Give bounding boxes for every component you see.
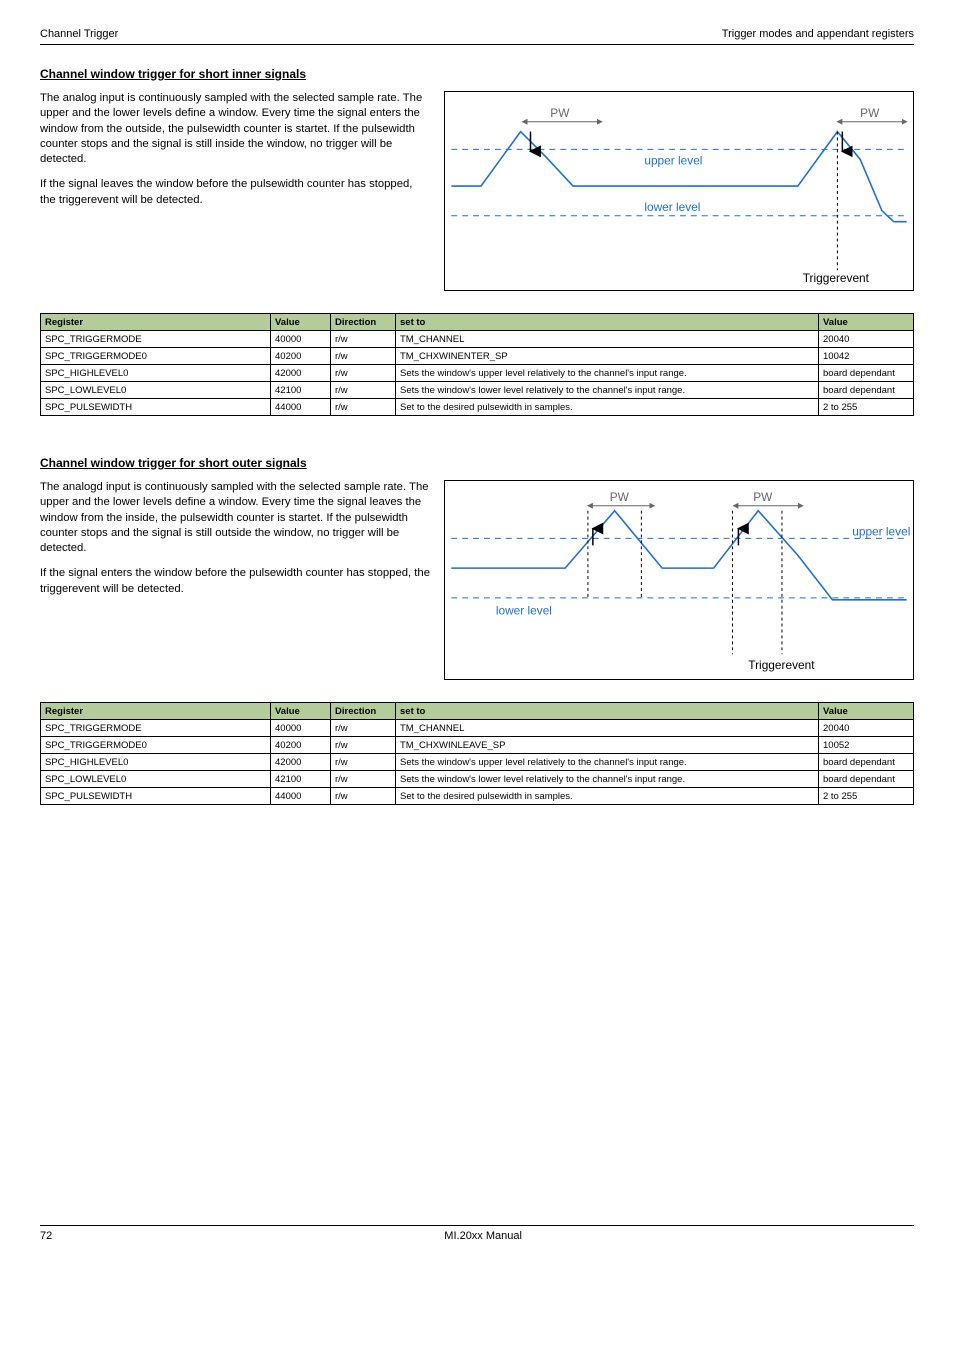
- pw-label-4: PW: [753, 490, 773, 504]
- page-number: 72: [40, 1230, 52, 1242]
- diagram2-svg: upper level lower level PW PW Triggereve…: [445, 481, 913, 679]
- th: Direction: [331, 314, 396, 331]
- lower-level-label2: lower level: [496, 604, 552, 618]
- section1-body: The analog input is continuously sampled…: [40, 91, 914, 291]
- table-row: SPC_LOWLEVEL042100r/wSets the window's l…: [41, 771, 914, 788]
- header-left: Channel Trigger: [40, 28, 118, 40]
- section2-para1: The analogd input is continuously sample…: [40, 480, 430, 556]
- th: Value: [819, 314, 914, 331]
- table-row: SPC_TRIGGERMODE040200r/wTM_CHXWINENTER_S…: [41, 348, 914, 365]
- th: set to: [396, 703, 819, 720]
- th: Value: [271, 314, 331, 331]
- section1-para1: The analog input is continuously sampled…: [40, 91, 430, 167]
- table1-header-row: Register Value Direction set to Value: [41, 314, 914, 331]
- th: Register: [41, 703, 271, 720]
- th: set to: [396, 314, 819, 331]
- th: Value: [271, 703, 331, 720]
- header-right: Trigger modes and appendant registers: [722, 28, 914, 40]
- pw-label-3: PW: [610, 490, 630, 504]
- section1-para2: If the signal leaves the window before t…: [40, 177, 430, 208]
- table-row: SPC_TRIGGERMODE40000r/wTM_CHANNEL20040: [41, 331, 914, 348]
- pw-label-2: PW: [860, 106, 880, 120]
- table-row: SPC_HIGHLEVEL042000r/wSets the window's …: [41, 365, 914, 382]
- upper-level-label: upper level: [644, 153, 702, 167]
- manual-name: MI.20xx Manual: [40, 1230, 914, 1242]
- section2-text: The analogd input is continuously sample…: [40, 480, 430, 680]
- table2: Register Value Direction set to Value SP…: [40, 702, 914, 805]
- section2-body: The analogd input is continuously sample…: [40, 480, 914, 680]
- page-footer: 72 MI.20xx Manual: [40, 1225, 914, 1242]
- section2-title: Channel window trigger for short outer s…: [40, 456, 914, 470]
- trigger-label: Triggerevent: [803, 271, 870, 285]
- th: Direction: [331, 703, 396, 720]
- table-row: SPC_PULSEWIDTH44000r/wSet to the desired…: [41, 788, 914, 805]
- section1-diagram: upper level lower level PW PW Triggereve…: [444, 91, 914, 291]
- th: Value: [819, 703, 914, 720]
- page-header: Channel Trigger Trigger modes and append…: [40, 28, 914, 45]
- lower-level-label: lower level: [644, 200, 700, 214]
- section1-text: The analog input is continuously sampled…: [40, 91, 430, 291]
- section2-diagram: upper level lower level PW PW Triggereve…: [444, 480, 914, 680]
- table-row: SPC_TRIGGERMODE40000r/wTM_CHANNEL20040: [41, 720, 914, 737]
- table-row: SPC_PULSEWIDTH44000r/wSet to the desired…: [41, 399, 914, 416]
- table-row: SPC_HIGHLEVEL042000r/wSets the window's …: [41, 754, 914, 771]
- pw-label-1: PW: [550, 106, 570, 120]
- section1-title: Channel window trigger for short inner s…: [40, 67, 914, 81]
- table-row: SPC_LOWLEVEL042100r/wSets the window's l…: [41, 382, 914, 399]
- trigger-label2: Triggerevent: [748, 658, 815, 672]
- table-row: SPC_TRIGGERMODE040200r/wTM_CHXWINLEAVE_S…: [41, 737, 914, 754]
- diagram1-svg: upper level lower level PW PW Triggereve…: [445, 92, 913, 290]
- section2-para2: If the signal enters the window before t…: [40, 566, 430, 597]
- table2-header-row: Register Value Direction set to Value: [41, 703, 914, 720]
- th: Register: [41, 314, 271, 331]
- upper-level-label2: upper level: [852, 524, 910, 538]
- table1: Register Value Direction set to Value SP…: [40, 313, 914, 416]
